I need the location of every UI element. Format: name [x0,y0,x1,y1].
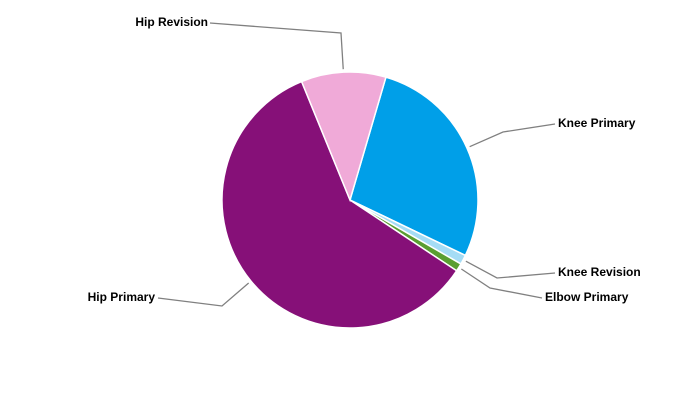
pie-slice [221,80,458,329]
leader-line [469,123,556,148]
pie-slice [349,76,479,257]
pie-slice [300,71,387,203]
leader-line [465,260,556,279]
slice-label: Hip Primary [88,290,156,304]
slice-label: Knee Primary [558,116,636,130]
slice-label: Hip Revision [135,15,208,29]
leader-line [209,22,344,70]
leader-line [157,282,250,307]
leader-line [461,268,543,299]
slice-label: Knee Revision [558,265,641,279]
slice-label: Elbow Primary [545,290,629,304]
